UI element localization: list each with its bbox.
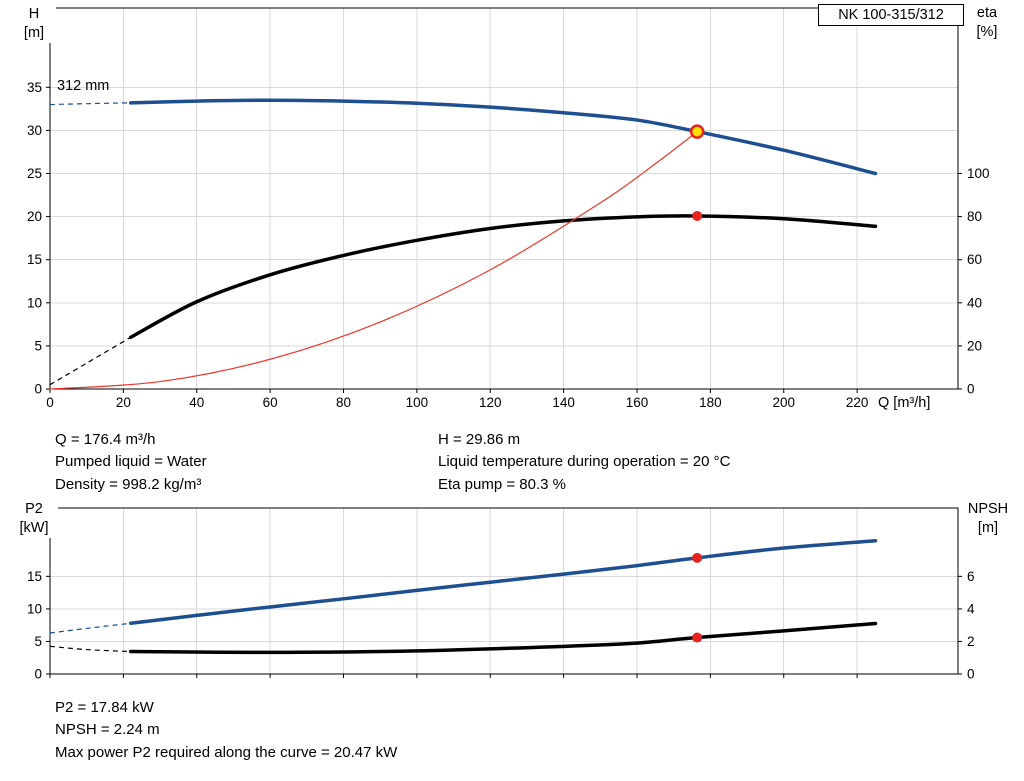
eta-axis-label: eta [%]: [964, 4, 1010, 42]
x-tick-label: 140: [552, 395, 575, 410]
x-tick-label: 60: [263, 395, 278, 410]
npsh-axis-label: NPSH [m]: [960, 500, 1016, 538]
y-right-tick-label: 6: [967, 569, 975, 584]
y-left-tick-label: 20: [27, 209, 42, 224]
qh-eta-chart: 0 20 40 60 80 100 120 140 160 180 200 2200510152025…: [27, 7, 990, 410]
power-info-block: P2 = 17.84 kW NPSH = 2.24 m Max power P2…: [55, 697, 397, 764]
npsh-text: NPSH = 2.24 m: [55, 721, 160, 739]
x-tick-label: 160: [626, 395, 649, 410]
y-left-tick-label: 10: [27, 295, 42, 310]
pumped-liquid-text: Pumped liquid = Water: [55, 453, 207, 471]
y-left-tick-label: 5: [34, 338, 42, 353]
x-tick-label: 200: [772, 395, 795, 410]
head-curve: [128, 98, 878, 176]
duty-info-left: Q = 176.4 m³/h Pumped liquid = Water Den…: [55, 429, 207, 496]
eta-pump-text: Eta pump = 80.3 %: [438, 475, 566, 493]
y-right-tick-label: 20: [967, 338, 982, 353]
x-tick-label: 100: [406, 395, 429, 410]
duty-info-right: H = 29.86 m Liquid temperature during op…: [438, 429, 730, 496]
npsh-axis-unit: [m]: [977, 520, 999, 536]
npsh-point: [692, 632, 703, 643]
y-left-tick-label: 5: [34, 634, 42, 649]
y-right-tick-label: 40: [967, 295, 982, 310]
system-curve: [49, 131, 698, 390]
p2-curve: [128, 538, 878, 625]
y-left-tick-label: 0: [34, 667, 42, 682]
max-power-text: Max power P2 required along the curve = …: [55, 743, 398, 761]
q-axis-label: Q [m³/h]: [878, 395, 931, 411]
y-right-tick-label: 4: [967, 601, 975, 616]
npsh-curve-dashed-lead: [49, 645, 131, 653]
y-left-tick-label: 30: [27, 123, 42, 138]
x-tick-label: 80: [336, 395, 351, 410]
y-right-tick-label: 0: [967, 382, 975, 397]
head-curve-dashed-lead: [49, 102, 131, 106]
duty-head-text: H = 29.86 m: [438, 431, 521, 448]
efficiency-curve-dashed-lead: [49, 336, 132, 386]
x-tick-label: 0: [46, 395, 54, 410]
density-text: Density = 998.2 kg/m³: [55, 475, 202, 493]
y-left-tick-label: 15: [27, 252, 42, 267]
p2-npsh-chart: 0 5 10 15 0 2 4 6: [27, 507, 975, 682]
x-tick-label: 40: [189, 395, 204, 410]
eta-axis-name: eta: [976, 5, 998, 21]
h-axis-unit: [m]: [23, 25, 45, 41]
duty-point[interactable]: [689, 124, 705, 139]
y-right-tick-label: 0: [967, 667, 975, 682]
x-tick-label: 180: [699, 395, 722, 410]
npsh-axis-name: NPSH: [967, 501, 1009, 517]
h-axis-name: H: [28, 6, 40, 22]
p2-axis-label: P2 [kW]: [10, 500, 58, 538]
y-left-tick-label: 35: [27, 80, 42, 95]
y-left-tick-label: 15: [27, 569, 42, 584]
p2-text: P2 = 17.84 kW: [55, 699, 154, 716]
plot-border: [49, 7, 959, 390]
y-left-tick-label: 10: [27, 601, 42, 616]
efficiency-curve: [128, 214, 878, 340]
p2-point: [692, 552, 703, 563]
y-right-tick-label: 2: [967, 634, 975, 649]
y-right-tick-label: 100: [967, 166, 990, 181]
y-right-tick-label: 60: [967, 252, 982, 267]
p2-axis-unit: [kW]: [19, 520, 49, 536]
npsh-curve: [128, 621, 878, 655]
liquid-temperature-text: Liquid temperature during operation = 20…: [438, 453, 731, 471]
pump-type-label: NK 100-315/312: [818, 4, 964, 26]
y-left-tick-label: 0: [34, 382, 42, 397]
eta-axis-unit: [%]: [976, 24, 998, 40]
p2-curve-dashed-lead: [49, 622, 131, 634]
y-right-tick-label: 80: [967, 209, 982, 224]
impeller-diameter-label: 312 mm: [57, 78, 110, 94]
x-tick-label: 20: [116, 395, 131, 410]
p2-axis-name: P2: [25, 501, 43, 517]
y-left-tick-label: 25: [27, 166, 42, 181]
x-tick-label: 120: [479, 395, 502, 410]
plot-border: [49, 507, 959, 675]
eta-point: [692, 210, 703, 221]
x-tick-label: 220: [846, 395, 869, 410]
h-axis-label: H [m]: [12, 5, 56, 43]
duty-flow-text: Q = 176.4 m³/h: [55, 431, 156, 448]
